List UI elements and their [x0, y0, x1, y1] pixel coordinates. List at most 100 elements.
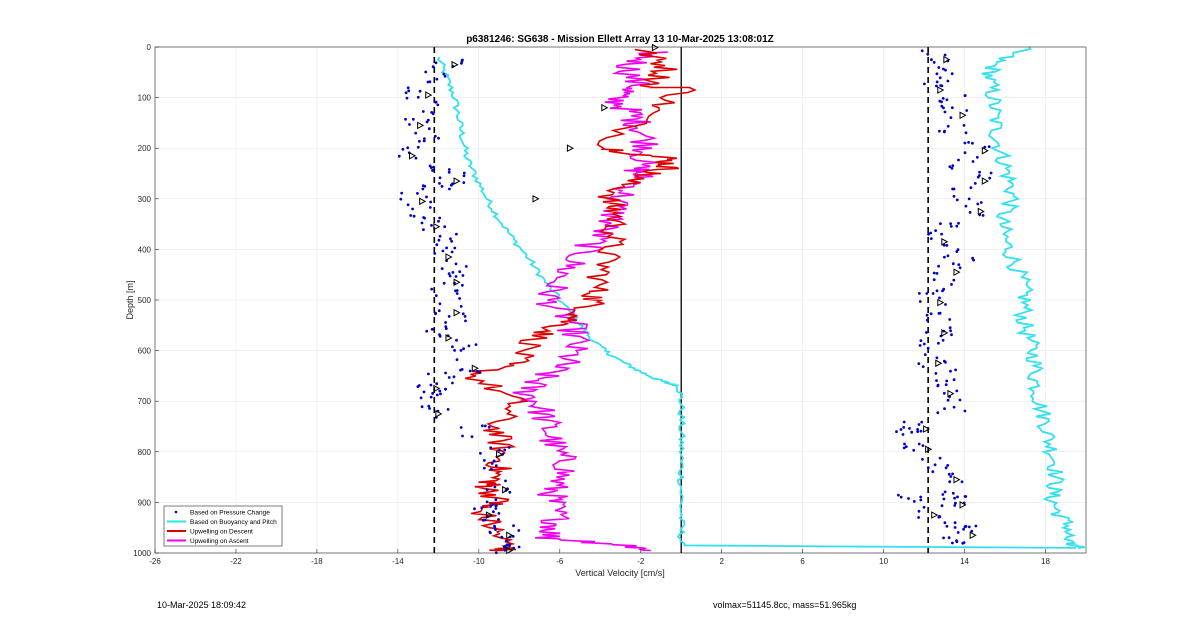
- pressure-change-dive-point: [423, 216, 426, 220]
- footer-volmax-mass: volmax=51145.8cc, mass=51.965kg: [713, 600, 857, 610]
- pressure-change-dive-point: [430, 287, 434, 291]
- pressure-change-climb-point: [902, 426, 906, 429]
- pressure-change-dive-point: [406, 86, 410, 90]
- pressure-change-climb-point: [895, 430, 898, 434]
- pressure-change-dive-point: [463, 315, 467, 318]
- dive-triangle-marker: [451, 60, 459, 69]
- pressure-change-climb-point: [949, 222, 952, 226]
- pressure-change-climb-point: [963, 94, 967, 97]
- x-tick-label: -14: [392, 557, 404, 566]
- pressure-change-dive-point: [448, 274, 452, 278]
- legend: Based on Pressure Change Based on Buoyanc…: [163, 505, 283, 547]
- pressure-change-dive-point: [438, 334, 442, 338]
- pressure-change-climb-point: [942, 67, 945, 71]
- pressure-change-climb-point: [957, 263, 961, 266]
- pressure-change-dive-point: [397, 154, 401, 158]
- pressure-change-climb-point: [904, 445, 908, 448]
- pressure-change-climb-point: [967, 525, 971, 529]
- climb-triangle-marker: [941, 237, 949, 246]
- pressure-change-dive-point: [479, 451, 482, 455]
- pressure-change-dive-point: [428, 407, 431, 410]
- y-tick-label: 300: [138, 195, 152, 204]
- pressure-change-dive-point: [433, 134, 437, 138]
- pressure-change-climb-point: [969, 186, 973, 190]
- pressure-change-dive-point: [431, 392, 434, 395]
- legend-entry-label: Upwelling on Descent: [190, 529, 253, 536]
- pressure-change-dive-point: [437, 238, 441, 242]
- pressure-change-climb-point: [899, 495, 903, 499]
- pressure-change-climb-point: [945, 379, 949, 383]
- pressure-change-climb-point: [918, 344, 922, 347]
- pressure-change-dive-point: [497, 518, 500, 521]
- pressure-change-dive-point: [507, 446, 511, 449]
- pressure-change-climb-point: [955, 224, 959, 228]
- legend-swatch-dot: [174, 510, 178, 514]
- pressure-change-climb-point: [937, 341, 940, 345]
- pressure-change-climb-point: [943, 110, 947, 114]
- pressure-change-dive-point: [448, 187, 451, 191]
- pressure-change-climb-point: [964, 131, 968, 135]
- pressure-change-climb-point: [956, 531, 960, 534]
- descent-triangle-marker: [651, 43, 659, 52]
- pressure-change-climb-point: [936, 411, 940, 415]
- pressure-change-climb-point: [943, 407, 946, 410]
- pressure-change-climb-point: [916, 430, 920, 433]
- pressure-change-dive-point: [438, 216, 442, 220]
- climb-triangle-marker: [935, 359, 943, 368]
- pressure-change-dive-point: [458, 297, 461, 300]
- pressure-change-dive-point: [493, 524, 496, 528]
- pressure-change-climb-point: [949, 369, 952, 373]
- pressure-change-dive-point: [489, 504, 493, 508]
- climb-triangle-marker: [953, 475, 961, 484]
- pressure-change-dive-point: [404, 91, 408, 95]
- pressure-change-climb-point: [953, 496, 956, 500]
- y-axis-label: Depth [m]: [125, 280, 135, 319]
- pressure-change-climb-point: [963, 409, 967, 413]
- pressure-change-dive-point: [517, 529, 521, 532]
- pressure-change-climb-point: [944, 303, 947, 306]
- x-tick-label: -6: [556, 557, 564, 566]
- pressure-change-dive-point: [435, 393, 439, 397]
- dive-triangle-marker: [425, 91, 433, 99]
- pressure-change-dive-point: [505, 543, 509, 547]
- pressure-change-climb-point: [955, 250, 959, 254]
- y-tick-label: 900: [138, 498, 152, 507]
- pressure-change-dive-point: [464, 265, 468, 268]
- pressure-change-climb-point: [939, 222, 942, 226]
- climb-triangle-marker: [977, 207, 985, 216]
- pressure-change-dive-point: [423, 137, 426, 141]
- pressure-change-climb-point: [917, 423, 921, 426]
- pressure-change-dive-point: [425, 120, 429, 124]
- pressure-change-climb-point: [953, 504, 957, 507]
- pressure-change-dive-point: [412, 214, 416, 218]
- pressure-change-dive-point: [430, 327, 434, 331]
- pressure-change-dive-point: [427, 372, 430, 376]
- pressure-change-dive-point: [446, 408, 450, 411]
- pressure-change-climb-point: [926, 318, 929, 322]
- pressure-change-dive-point: [434, 100, 438, 104]
- pressure-change-climb-point: [987, 145, 991, 149]
- pressure-change-climb-point: [944, 383, 948, 387]
- pressure-change-climb-point: [962, 541, 966, 544]
- pressure-change-climb-point: [937, 312, 941, 315]
- pressure-change-dive-point: [439, 392, 442, 396]
- pressure-change-climb-point: [929, 237, 933, 241]
- pressure-change-climb-point: [949, 225, 953, 228]
- x-tick-label: -10: [473, 557, 485, 566]
- pressure-change-climb-point: [946, 79, 950, 83]
- pressure-change-climb-point: [951, 262, 955, 266]
- y-tick-label: 0: [147, 43, 152, 52]
- pressure-change-dive-point: [490, 467, 493, 471]
- pressure-change-dive-point: [421, 187, 425, 191]
- pressure-change-dive-point: [399, 197, 403, 201]
- pressure-change-climb-point: [923, 82, 926, 86]
- pressure-change-climb-point: [955, 198, 959, 202]
- pressure-change-climb-point: [918, 292, 921, 295]
- pressure-change-climb-point: [962, 124, 966, 127]
- pressure-change-dive-point: [423, 184, 427, 188]
- pressure-change-dive-point: [411, 117, 415, 121]
- pressure-change-climb-point: [907, 497, 910, 500]
- pressure-change-climb-point: [916, 428, 919, 431]
- pressure-change-climb-point: [960, 480, 964, 484]
- pressure-change-dive-point: [452, 375, 456, 379]
